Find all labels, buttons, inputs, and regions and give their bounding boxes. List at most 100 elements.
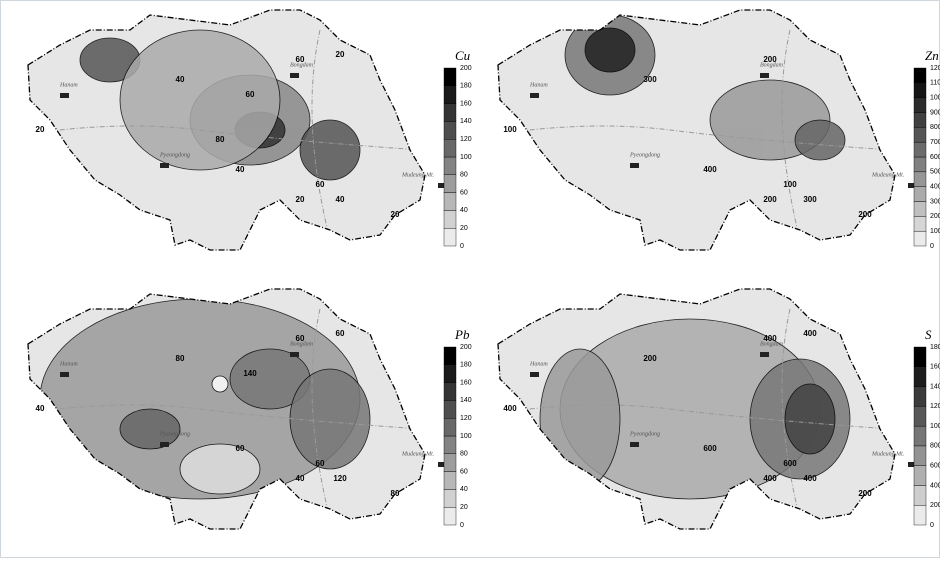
legend-band [444, 175, 456, 193]
place-icon [160, 442, 169, 447]
place-label: Pyeongdong [629, 431, 660, 437]
legend-tick: 160 [460, 100, 472, 107]
legend-tick: 600 [930, 463, 940, 470]
contour-label: 200 [763, 195, 777, 204]
element-label: Zn [925, 48, 939, 63]
place-icon [630, 442, 639, 447]
place-icon [760, 352, 769, 357]
legend-tick: 120 [460, 136, 472, 143]
place-icon [630, 163, 639, 168]
place-icon [290, 73, 299, 78]
place-icon [760, 73, 769, 78]
legend-tick: 0 [460, 522, 464, 529]
contour-zone [212, 376, 228, 392]
contour-zone [120, 409, 180, 449]
legend-tick: 120 [460, 415, 472, 422]
place-icon [60, 93, 69, 98]
contour-zone [120, 30, 280, 170]
legend-tick: 200 [930, 213, 940, 220]
legend-band [444, 472, 456, 490]
contour-label: 200 [643, 354, 657, 363]
legend-tick: 300 [930, 198, 940, 205]
contour-zone [785, 384, 835, 454]
place-label: Pyeongdong [159, 152, 190, 158]
legend-tick: 1800 [930, 344, 940, 351]
contour-label: 400 [803, 474, 817, 483]
legend-band [914, 426, 926, 446]
legend-tick: 100 [930, 228, 940, 235]
legend-band [444, 507, 456, 525]
legend-tick: 1400 [930, 383, 940, 390]
legend-band [444, 436, 456, 454]
legend-tick: 100 [460, 154, 472, 161]
contour-label: 20 [296, 195, 305, 204]
legend-band [444, 210, 456, 228]
place-label: Pyeongdong [159, 431, 190, 437]
legend-band [444, 139, 456, 157]
contour-label: 200 [763, 55, 777, 64]
legend-band [444, 365, 456, 383]
contour-label: 400 [763, 334, 777, 343]
contour-label: 20 [391, 210, 400, 219]
legend-band [444, 347, 456, 365]
legend-tick: 180 [460, 362, 472, 369]
legend-tick: 60 [460, 468, 468, 475]
legend-band [914, 98, 926, 113]
element-label: Cu [455, 48, 471, 63]
legend-tick: 160 [460, 379, 472, 386]
contour-label: 120 [333, 474, 347, 483]
contour-label: 60 [316, 459, 325, 468]
legend-band [914, 113, 926, 128]
contour-label: 600 [703, 444, 717, 453]
legend-tick: 1200 [930, 65, 940, 72]
place-label: Mudeung Mt. [871, 451, 904, 457]
contour-zone [585, 28, 635, 72]
place-label: Pyeongdong [629, 152, 660, 158]
contour-label: 400 [763, 474, 777, 483]
contour-label: 60 [246, 90, 255, 99]
legend-tick: 20 [460, 225, 468, 232]
legend-band [914, 202, 926, 217]
legend-tick: 80 [460, 451, 468, 458]
legend-band [444, 121, 456, 139]
contour-label: 40 [336, 195, 345, 204]
contour-label: 40 [296, 474, 305, 483]
contour-label: 60 [316, 180, 325, 189]
contour-label: 140 [243, 369, 257, 378]
legend-band [914, 387, 926, 407]
legend-tick: 20 [460, 504, 468, 511]
place-label: Mudeung Mt. [401, 172, 434, 178]
place-label: Hanam [529, 82, 548, 88]
legend-tick: 100 [460, 433, 472, 440]
contour-label: 400 [803, 329, 817, 338]
legend-band [914, 485, 926, 505]
place-label: Hanam [59, 361, 78, 367]
place-icon [60, 372, 69, 377]
contour-label: 60 [296, 334, 305, 343]
place-label: Hanam [529, 361, 548, 367]
legend-band [914, 347, 926, 367]
contour-label: 80 [176, 354, 185, 363]
legend-band [444, 489, 456, 507]
legend-band [914, 172, 926, 187]
legend-band [914, 406, 926, 426]
contour-label: 600 [783, 459, 797, 468]
place-icon [160, 163, 169, 168]
legend-band [914, 505, 926, 525]
legend-tick: 180 [460, 83, 472, 90]
legend-tick: 200 [460, 344, 472, 351]
element-label: S [925, 327, 932, 342]
legend-tick: 1100 [930, 80, 940, 87]
legend-tick: 80 [460, 172, 468, 179]
legend-band [444, 86, 456, 104]
place-icon [290, 352, 299, 357]
legend-band [914, 127, 926, 142]
legend-band [914, 187, 926, 202]
legend-band [914, 446, 926, 466]
legend-tick: 600 [930, 154, 940, 161]
element-label: Pb [454, 327, 470, 342]
contour-label: 20 [36, 125, 45, 134]
place-label: Hanam [59, 82, 78, 88]
legend-band [444, 157, 456, 175]
place-icon [530, 372, 539, 377]
